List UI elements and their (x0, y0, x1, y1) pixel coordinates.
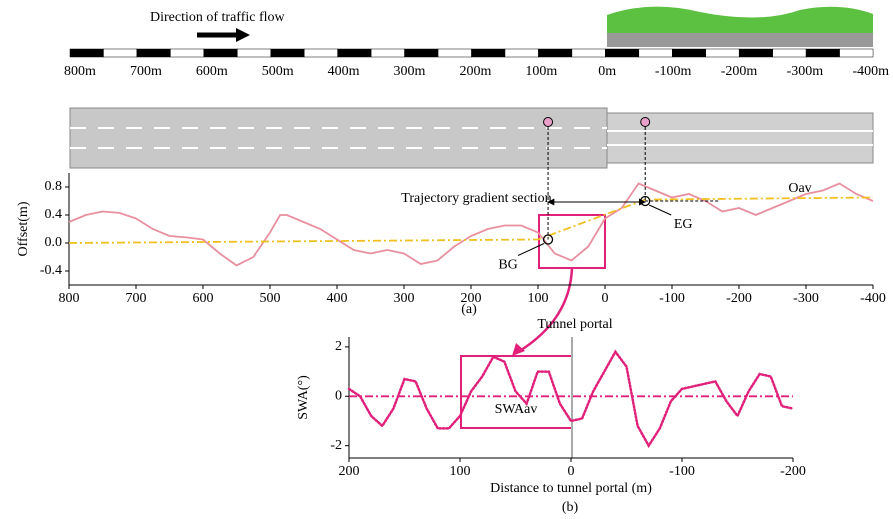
scale-segment (672, 48, 706, 58)
x-axis-title: Distance to tunnel portal (m) (490, 481, 652, 496)
scale-segment (170, 48, 205, 58)
scale-segment (136, 48, 171, 58)
scale-segment (738, 48, 773, 58)
y-tick-label: 0.0 (45, 235, 63, 250)
scale-segment (404, 48, 439, 58)
x-tick-label: 400 (327, 291, 348, 306)
marker-pointer (648, 204, 672, 216)
scale-label: 500m (262, 64, 294, 79)
scale-segment (504, 48, 539, 58)
x-tick-label: -300 (793, 291, 819, 306)
y-tick-label: -2 (330, 438, 342, 453)
scale-segment (805, 48, 840, 58)
x-tick-label: 800 (59, 291, 80, 306)
tunnel-hill (607, 6, 873, 33)
x-tick-label: 500 (260, 291, 281, 306)
direction-arrow-head (236, 28, 250, 42)
scale-segment (69, 48, 104, 58)
tunnel-body (607, 33, 873, 47)
scale-segment (370, 48, 405, 58)
x-tick-label: -200 (780, 464, 806, 479)
direction-label: Direction of traffic flow (150, 10, 286, 25)
y-axis-title: Offset(m) (16, 201, 31, 256)
x-tick-label: 0 (602, 291, 609, 306)
scale-label: -100m (655, 64, 692, 79)
series-label: Oav (788, 181, 811, 196)
scale-segment (638, 48, 673, 58)
scale-segment (538, 48, 573, 58)
x-tick-label: 100 (528, 291, 549, 306)
portal-label: Tunnel portal (537, 317, 612, 332)
data-line (68, 182, 874, 267)
x-tick-label: -200 (726, 291, 752, 306)
series-label: SWAav (495, 402, 538, 417)
scale-label: 700m (130, 64, 162, 79)
scale-label: -200m (721, 64, 758, 79)
scale-segment (571, 48, 606, 58)
x-tick-label: -400 (860, 291, 886, 306)
scale-segment (237, 48, 272, 58)
scale-label: -300m (787, 64, 824, 79)
x-tick-label: 600 (193, 291, 214, 306)
x-tick-label: 700 (126, 291, 147, 306)
road-tunnel (606, 112, 874, 164)
x-tick-label: -100 (669, 464, 695, 479)
y-axis-title: SWA(°) (296, 375, 311, 420)
data-line (347, 349, 795, 449)
y-tick-label: 2 (335, 339, 342, 354)
scale-segment (471, 48, 506, 58)
zoom-arrow (517, 267, 574, 354)
scale-segment (337, 48, 372, 58)
x-tick-label: 300 (394, 291, 415, 306)
marker-pointer (517, 243, 545, 256)
y-tick-label: -0.4 (40, 263, 62, 278)
scale-segment (437, 48, 472, 58)
road-open (69, 107, 608, 169)
panel-label: (b) (562, 500, 579, 515)
scale-segment (203, 48, 238, 58)
scale-label: 0m (598, 64, 616, 79)
scale-label: -400m (853, 64, 890, 79)
marker-label: EG (674, 217, 693, 232)
scale-segment (270, 48, 305, 58)
scale-segment (839, 48, 874, 58)
x-tick-label: 100 (450, 464, 471, 479)
y-tick-label: 0.4 (45, 207, 63, 222)
scale-label: 600m (196, 64, 228, 79)
x-tick-label: 200 (461, 291, 482, 306)
marker-label: BG (498, 258, 517, 273)
panel-label: (a) (461, 302, 477, 317)
scale-segment (772, 48, 807, 58)
scale-segment (103, 48, 138, 58)
marker (542, 234, 554, 245)
scale-label: 400m (328, 64, 360, 79)
scale-label: 200m (459, 64, 491, 79)
scale-label: 800m (64, 64, 96, 79)
scale-segment (705, 48, 740, 58)
zoom-arrow-head (512, 343, 525, 356)
scale-label: 300m (394, 64, 426, 79)
road-point (640, 117, 651, 127)
x-tick-label: 200 (339, 464, 360, 479)
road-point (543, 117, 554, 127)
scale-segment (605, 48, 640, 58)
x-tick-label: 0 (568, 464, 575, 479)
scale-label: 100m (525, 64, 557, 79)
scale-segment (303, 48, 338, 58)
x-tick-label: -100 (659, 291, 685, 306)
y-tick-label: 0 (335, 388, 342, 403)
y-tick-label: 0.8 (45, 179, 63, 194)
section-label: Trajectory gradient section (401, 191, 551, 206)
